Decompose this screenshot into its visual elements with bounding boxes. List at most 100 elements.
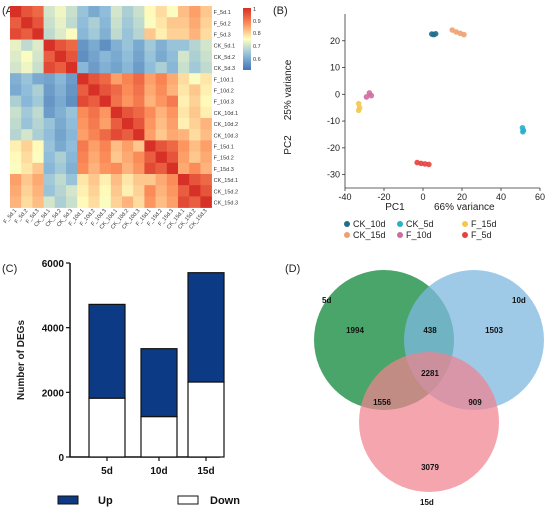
heatmap-cell [54, 6, 67, 18]
heatmap-cell [155, 50, 168, 63]
pca-xlabel: PC1 [385, 202, 405, 213]
heatmap-cell [43, 140, 56, 152]
heatmap-cell [122, 151, 134, 164]
heatmap-cell [66, 185, 78, 197]
heatmap-cell [77, 95, 89, 108]
heatmap-cell [122, 39, 134, 52]
heatmap-cell [166, 39, 179, 52]
heatmap-cell [77, 28, 89, 40]
pca-legend-marker [397, 232, 403, 238]
bar-rects [88, 272, 225, 458]
heatmap-cell [189, 162, 201, 175]
heatmap-cell [133, 140, 145, 152]
heatmap-cell [144, 6, 156, 18]
heatmap-cell [32, 17, 44, 29]
pca-legend-label: CK_10d [353, 219, 386, 229]
heatmap-cell [99, 84, 112, 96]
heatmap-cell [43, 129, 56, 141]
heatmap-cell [99, 162, 112, 175]
heatmap-cell [155, 162, 168, 175]
heatmap-cell [144, 151, 156, 164]
heatmap-cell [88, 62, 100, 74]
bar-category-label: 10d [150, 466, 167, 477]
heatmap-cell [144, 140, 156, 152]
heatmap-cell [155, 73, 168, 85]
heatmap-cell [10, 95, 22, 108]
heatmap-cell [88, 196, 100, 208]
heatmap-cell [32, 162, 44, 175]
heatmap-cell [77, 118, 89, 130]
heatmap-row-label: F_10d.3 [214, 100, 234, 106]
heatmap-cell [21, 118, 33, 130]
heatmap-cell [166, 118, 179, 130]
bar-legend-label-down: Down [210, 495, 240, 507]
heatmap-cell [189, 185, 201, 197]
heatmap-cell [54, 95, 67, 108]
heatmap-cell [133, 62, 145, 74]
heatmap-cell [21, 39, 33, 52]
heatmap-cell [155, 129, 168, 141]
heatmap-cell [144, 95, 156, 108]
heatmap-cell [110, 17, 123, 29]
heatmap-cell [189, 140, 201, 152]
heatmap-cell [155, 106, 168, 119]
bar-category-label: 5d [101, 466, 113, 477]
heatmap-cell [189, 95, 201, 108]
heatmap-cell [166, 196, 179, 208]
pca-y-tick-label: 10 [330, 63, 340, 73]
heatmap-cell [200, 185, 212, 197]
heatmap-cell [133, 106, 145, 119]
heatmap-cell [155, 84, 168, 96]
heatmap-cell [122, 162, 134, 175]
heatmap-cell [133, 73, 145, 85]
heatmap-cell [21, 185, 33, 197]
heatmap-cell [133, 39, 145, 52]
bar-category-label: 15d [197, 466, 214, 477]
heatmap-cell [10, 140, 22, 152]
heatmap-cell [21, 6, 33, 18]
heatmap-cell [133, 84, 145, 96]
heatmap-cell [189, 84, 201, 96]
heatmap-cell [189, 118, 201, 130]
heatmap-cell [43, 196, 56, 208]
pca-point [426, 161, 432, 168]
heatmap-cell [10, 73, 22, 85]
heatmap-cell [110, 73, 123, 85]
heatmap-cell [66, 151, 78, 164]
heatmap-cell [77, 39, 89, 52]
heatmap-cells [10, 6, 212, 208]
heatmap-cell [189, 129, 201, 141]
pca-legend-label: F_15d [471, 219, 497, 229]
heatmap-cell [77, 84, 89, 96]
heatmap-cell [133, 17, 145, 29]
heatmap-cell [133, 162, 145, 175]
heatmap-cell [77, 140, 89, 152]
heatmap-cell [178, 73, 190, 85]
heatmap-cell [200, 28, 212, 40]
heatmap-col-labels: F_5d.1F_5d.2F_5d.3CK_5d.1CK_5d.2CK_5d.3F… [3, 208, 209, 231]
deg-bar-panel: 6000 4000 2000 0 5d 10d 15d Number of DEGs Up D… [16, 259, 240, 507]
panel-label-d: (D) [285, 263, 300, 275]
heatmap-cell [155, 174, 168, 186]
heatmap-cell [10, 6, 22, 18]
heatmap-cell [110, 106, 123, 119]
heatmap-cell [200, 50, 212, 63]
pca-xlabel-pct: 66% variance [434, 202, 495, 213]
heatmap-cell [32, 95, 44, 108]
heatmap-cell [144, 129, 156, 141]
heatmap-cell [99, 106, 112, 119]
pca-legend-label: F_5d [471, 230, 492, 240]
heatmap-cell [43, 84, 56, 96]
heatmap-cell [155, 39, 168, 52]
heatmap-cell [77, 62, 89, 74]
heatmap-cell [122, 50, 134, 63]
heatmap-cell [189, 106, 201, 119]
heatmap-row-label: F_5d.1 [214, 10, 231, 16]
heatmap-cell [122, 140, 134, 152]
heatmap-row-label: F_10d.1 [214, 77, 234, 83]
heatmap-cell [10, 106, 22, 119]
heatmap-cell [32, 73, 44, 85]
pca-point [355, 107, 362, 114]
pca-point [520, 128, 526, 135]
heatmap-cell [88, 106, 100, 119]
